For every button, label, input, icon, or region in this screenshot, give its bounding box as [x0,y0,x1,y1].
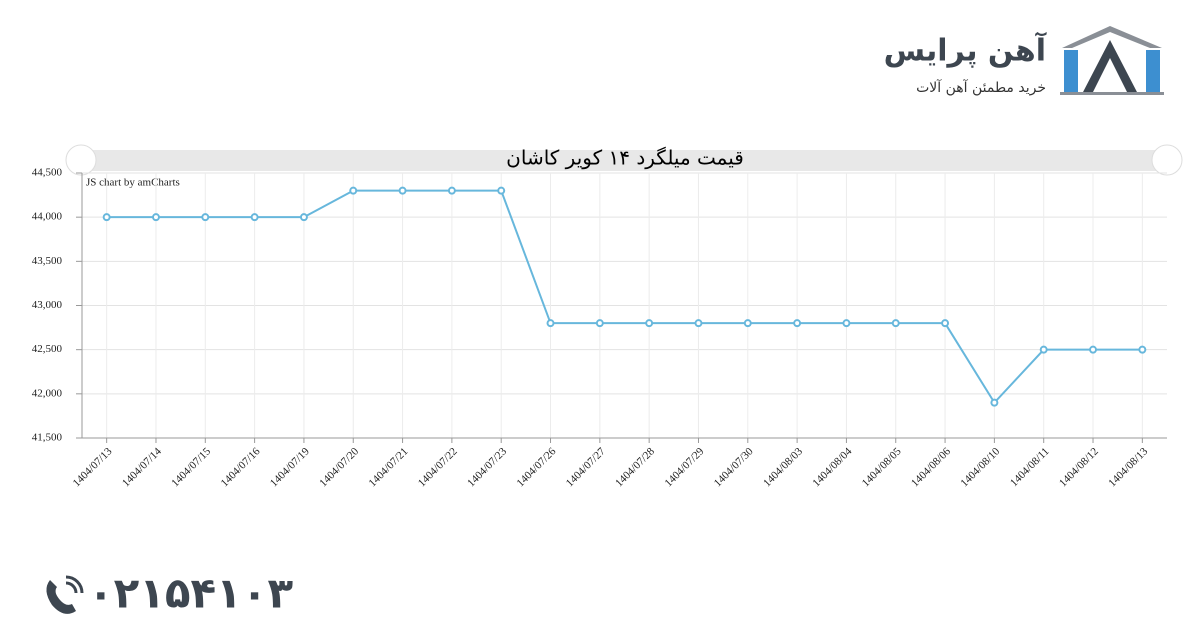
y-tick-label: 44,500 [32,167,63,179]
y-tick-label: 43,000 [32,299,63,311]
x-tick-label: 1404/08/03 [761,445,805,489]
x-tick-label: 1404/07/29 [662,445,706,489]
scroll-grip-left[interactable] [65,144,97,176]
brand-name: آهن پرایس [884,32,1047,69]
point [595,319,604,328]
x-tick-label: 1404/07/26 [515,445,559,489]
x-tick-label: 1404/07/19 [268,445,312,489]
chart-title: قیمت میلگرد ۱۴ کویر کاشان [506,146,744,170]
point [1138,345,1147,354]
point [546,319,555,328]
point [102,213,111,222]
y-tick-label: 41,500 [32,432,63,444]
x-tick-label: 1404/08/11 [1008,445,1052,489]
point [694,319,703,328]
point [299,213,308,222]
x-tick-label: 1404/08/12 [1057,445,1101,489]
y-tick-label: 44,000 [32,211,63,223]
point [1039,345,1048,354]
x-tick-label: 1404/07/22 [416,445,460,489]
point [743,319,752,328]
x-tick-label: 1404/07/21 [367,445,411,489]
point [891,319,900,328]
point [250,213,259,222]
point [645,319,654,328]
x-tick-label: 1404/07/16 [219,445,263,489]
y-tick-label: 43,500 [32,255,63,267]
point [151,213,160,222]
plot: 41,500 42,000 42,500 43,000 43,500 44,000 44,5… [32,167,1167,489]
x-tick-label: 1404/07/14 [120,445,164,489]
x-tick-label: 1404/07/13 [71,445,115,489]
phone-number: ۰۲۱۵۴۱۰۳ [88,569,293,618]
logo [1060,26,1164,95]
x-tick-label: 1404/08/06 [909,445,953,489]
brand-tagline: خرید مطمئن آهن آلات [916,79,1046,96]
point [497,186,506,195]
x-tick-label: 1404/07/20 [317,445,361,489]
point [842,319,851,328]
phone-icon [46,575,84,614]
x-tick-label: 1404/08/13 [1106,445,1150,489]
y-tick-label: 42,000 [32,387,63,399]
x-tick-label: 1404/08/05 [860,445,904,489]
point [349,186,358,195]
x-tick-label: 1404/07/27 [564,445,608,489]
x-tick-label: 1404/07/15 [169,445,213,489]
x-tick-label: 1404/07/28 [613,445,657,489]
x-tick-label: 1404/08/04 [810,445,854,489]
line [106,189,1143,405]
scroll-grip-right[interactable] [1151,144,1183,176]
point [201,213,210,222]
point [398,186,407,195]
point [447,186,456,195]
point [793,319,802,328]
x-tick-label: 1404/07/23 [465,445,509,489]
x-tick-label: 1404/07/30 [712,445,756,489]
y-tick-label: 42,500 [32,343,63,355]
scrollbar[interactable] [80,150,1168,171]
chart-credit: JS chart by amCharts [86,177,180,189]
point [1089,345,1098,354]
x-tick-label: 1404/08/10 [958,445,1002,489]
point [941,319,950,328]
point [990,398,999,407]
